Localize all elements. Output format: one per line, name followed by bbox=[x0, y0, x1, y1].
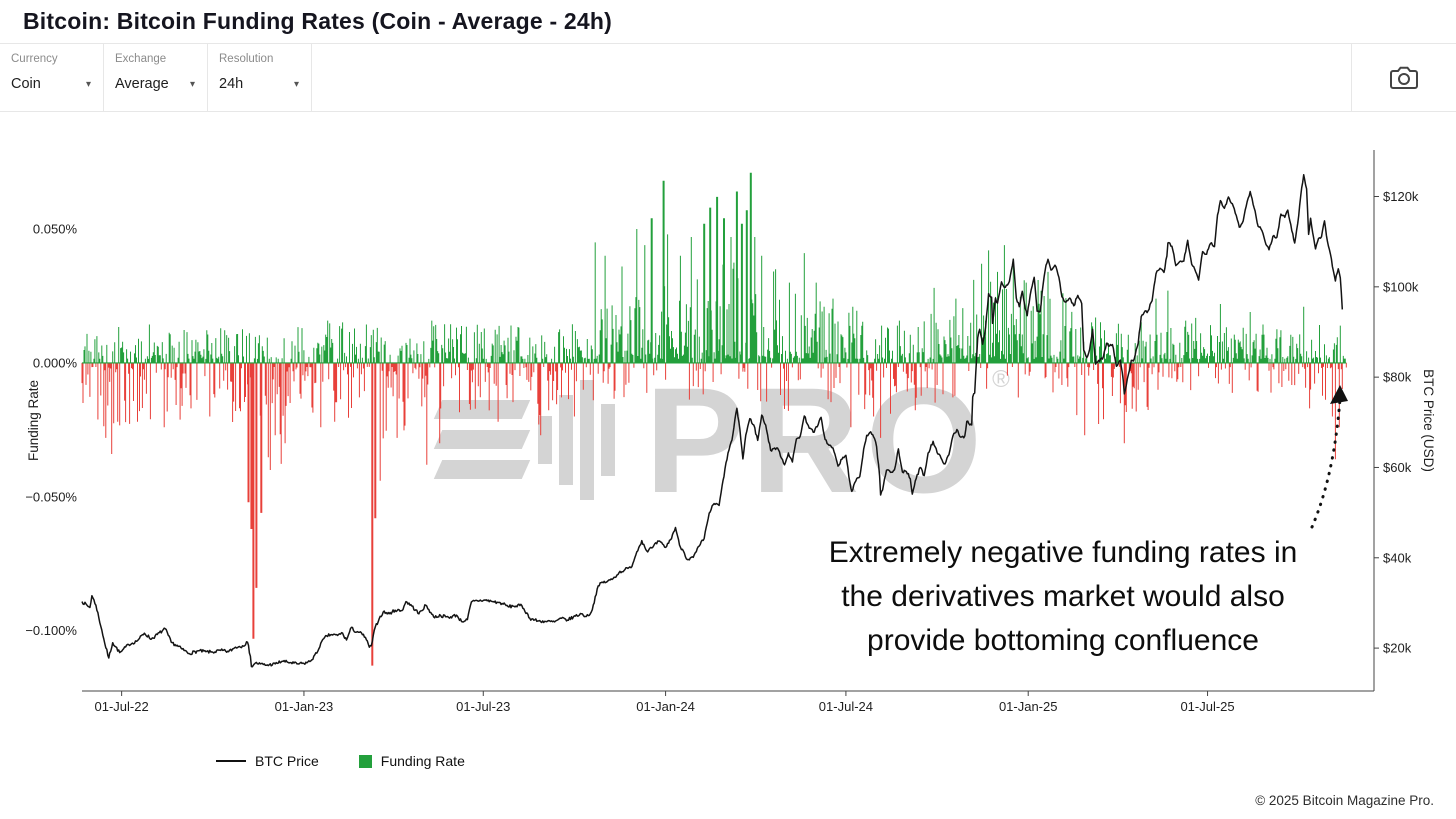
funding-bars-positive-spikes bbox=[650, 172, 752, 363]
resolution-value: 24h bbox=[219, 76, 244, 92]
exchange-value: Average bbox=[115, 76, 169, 92]
date-tick-label: 01-Jul-25 bbox=[1180, 699, 1234, 714]
date-tick-label: 01-Jul-23 bbox=[456, 699, 510, 714]
date-tick-label: 01-Jan-23 bbox=[275, 699, 334, 714]
funding-bars-negative-spikes bbox=[247, 362, 377, 666]
date-tick-label: 01-Jul-24 bbox=[819, 699, 873, 714]
price-axis-title: BTC Price (USD) bbox=[1421, 369, 1436, 472]
chevron-down-icon: ▾ bbox=[189, 78, 195, 90]
funding-bars-negative bbox=[81, 362, 1347, 481]
square-swatch-icon bbox=[358, 754, 372, 768]
bmp-logo-bars-icon bbox=[538, 379, 615, 500]
chevron-down-icon: ▾ bbox=[85, 78, 91, 90]
annotation-arrowhead-icon bbox=[1330, 385, 1348, 404]
watermark-text: PRO bbox=[645, 355, 989, 524]
chevron-down-icon: ▾ bbox=[293, 78, 299, 90]
funding-bars-positive bbox=[83, 229, 1346, 363]
currency-label: Currency bbox=[11, 53, 58, 65]
date-tick-label: 01-Jan-24 bbox=[636, 699, 695, 714]
funding-tick-label: 0.050% bbox=[33, 222, 78, 237]
chart-header: Bitcoin: Bitcoin Funding Rates (Coin - A… bbox=[0, 0, 1456, 44]
exchange-dropdown[interactable]: Exchange Average ▾ bbox=[104, 44, 208, 111]
controls-bar: Currency Coin ▾ Exchange Average ▾ Resol… bbox=[0, 44, 1456, 112]
funding-tick-label: 0.000% bbox=[33, 355, 78, 370]
date-tick-label: 01-Jan-25 bbox=[999, 699, 1058, 714]
price-tick-label: $80k bbox=[1383, 370, 1412, 385]
price-tick-label: $40k bbox=[1383, 550, 1412, 565]
legend-item-btc-price[interactable]: BTC Price bbox=[216, 753, 319, 769]
btc-price-line bbox=[81, 174, 1344, 668]
registered-mark-icon: ® bbox=[992, 366, 1010, 393]
page-title: Bitcoin: Bitcoin Funding Rates (Coin - A… bbox=[23, 8, 613, 34]
funding-tick-label: −0.100% bbox=[25, 623, 77, 638]
chart-legend: BTC Price Funding Rate bbox=[216, 753, 465, 769]
price-tick-label: $20k bbox=[1383, 641, 1412, 656]
funding-tick-label: −0.050% bbox=[25, 489, 77, 504]
pro-watermark: PRO ® bbox=[433, 352, 1010, 527]
resolution-label: Resolution bbox=[219, 53, 274, 65]
legend-label: BTC Price bbox=[255, 753, 319, 769]
currency-dropdown[interactable]: Currency Coin ▾ bbox=[0, 44, 104, 111]
screenshot-button[interactable] bbox=[1351, 44, 1456, 111]
price-tick-label: $60k bbox=[1383, 460, 1412, 475]
funding-axis-title: Funding Rate bbox=[26, 380, 41, 461]
date-tick-label: 01-Jul-22 bbox=[95, 699, 149, 714]
legend-item-funding-rate[interactable]: Funding Rate bbox=[358, 753, 465, 769]
resolution-dropdown[interactable]: Resolution 24h ▾ bbox=[208, 44, 312, 111]
price-tick-label: $120k bbox=[1383, 189, 1419, 204]
line-swatch-icon bbox=[216, 760, 246, 762]
camera-icon bbox=[1390, 66, 1418, 89]
copyright-notice: © 2025 Bitcoin Magazine Pro. bbox=[1255, 793, 1434, 808]
currency-value: Coin bbox=[11, 76, 41, 92]
exchange-label: Exchange bbox=[115, 53, 167, 65]
price-tick-label: $100k bbox=[1383, 279, 1419, 294]
legend-label: Funding Rate bbox=[380, 753, 465, 769]
